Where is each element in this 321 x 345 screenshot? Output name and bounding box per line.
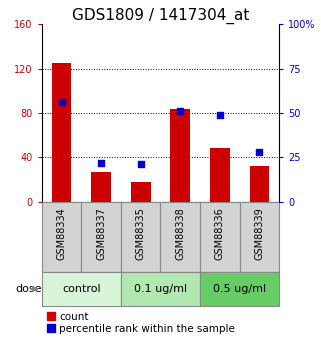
- Text: dose: dose: [15, 284, 42, 294]
- Text: control: control: [62, 284, 100, 294]
- Bar: [160, 202, 200, 272]
- Text: GSM88336: GSM88336: [215, 207, 225, 260]
- Point: [217, 112, 222, 118]
- Legend: count, percentile rank within the sample: count, percentile rank within the sample: [47, 312, 235, 334]
- Point: [178, 108, 183, 114]
- Bar: [42, 202, 81, 272]
- Bar: [91, 172, 111, 202]
- Bar: [240, 202, 279, 272]
- Text: GSM88334: GSM88334: [56, 207, 66, 260]
- Text: 0.5 ug/ml: 0.5 ug/ml: [213, 284, 266, 294]
- Title: GDS1809 / 1417304_at: GDS1809 / 1417304_at: [72, 8, 249, 24]
- Bar: [81, 202, 121, 272]
- Bar: [52, 63, 71, 202]
- Point: [138, 162, 143, 167]
- Bar: [200, 202, 240, 272]
- Bar: [170, 109, 190, 202]
- Text: GSM88339: GSM88339: [255, 207, 265, 260]
- Point: [59, 99, 64, 105]
- Text: GSM88338: GSM88338: [175, 207, 185, 260]
- Bar: [249, 166, 269, 202]
- Bar: [131, 182, 151, 202]
- Point: [99, 160, 104, 166]
- Bar: [200, 272, 279, 306]
- Point: [257, 149, 262, 155]
- Bar: [42, 272, 121, 306]
- Text: GSM88337: GSM88337: [96, 207, 106, 260]
- Bar: [121, 202, 160, 272]
- Text: 0.1 ug/ml: 0.1 ug/ml: [134, 284, 187, 294]
- Bar: [210, 148, 230, 202]
- Text: GSM88335: GSM88335: [136, 207, 146, 260]
- Bar: [121, 272, 200, 306]
